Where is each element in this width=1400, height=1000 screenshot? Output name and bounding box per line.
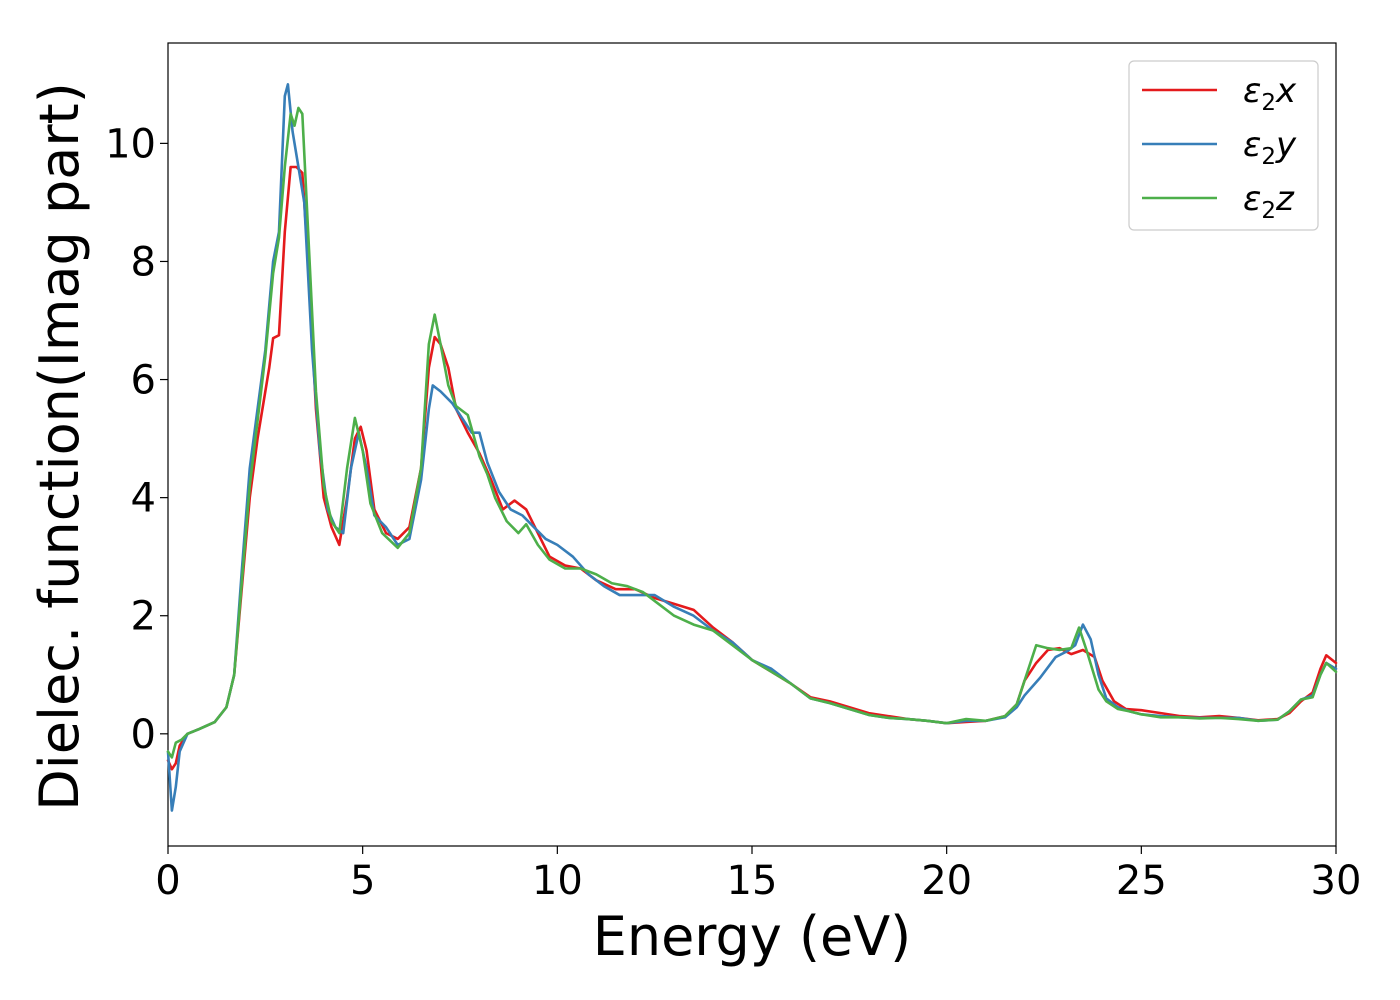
x-tick-label: 15: [727, 858, 778, 904]
legend-label-y: ε2y: [1243, 125, 1297, 170]
series-line-x: [166, 165, 1338, 771]
x-tick-label: 30: [1311, 858, 1362, 904]
series-layer: [166, 83, 1338, 812]
legend: ε2x ε2y ε2z: [1128, 60, 1319, 231]
x-tick-label: 10: [532, 858, 583, 904]
y-axis-ticks: 0 2 4 6 8 10: [105, 121, 168, 758]
y-tick-label: 6: [131, 358, 156, 404]
series-line-y: [166, 83, 1338, 812]
legend-items: ε2x ε2y ε2z: [1142, 71, 1297, 224]
y-tick-label: 10: [105, 121, 156, 167]
x-axis-title: Energy (eV): [593, 905, 912, 968]
legend-label-z: ε2z: [1243, 179, 1295, 224]
series-line-z: [166, 106, 1338, 759]
y-tick-label: 4: [131, 476, 156, 522]
legend-box: [1128, 60, 1319, 231]
y-axis-title: Dielec. function(Imag part): [28, 82, 91, 811]
x-tick-label: 5: [350, 858, 375, 904]
x-tick-label: 20: [921, 858, 972, 904]
y-tick-label: 8: [131, 239, 156, 285]
x-axis-ticks: 0 5 10 15 20 25 30: [155, 846, 1361, 904]
x-tick-label: 25: [1116, 858, 1167, 904]
legend-label-x: ε2x: [1243, 71, 1297, 116]
x-tick-label: 0: [155, 858, 180, 904]
y-tick-label: 0: [131, 712, 156, 758]
y-tick-label: 2: [131, 594, 156, 640]
